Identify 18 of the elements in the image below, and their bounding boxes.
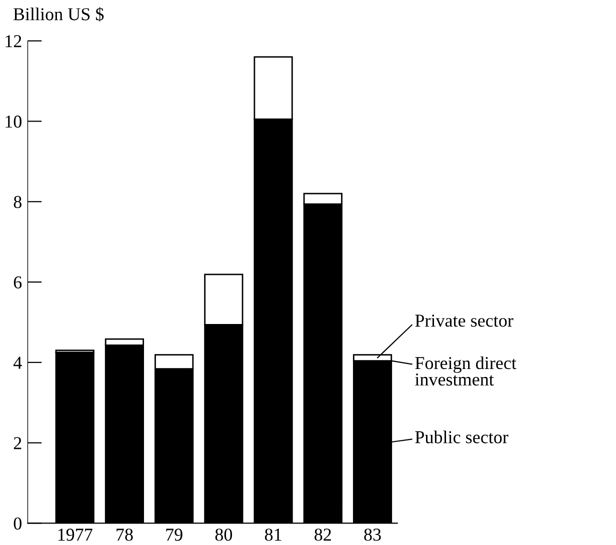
x-tick-label: 83 xyxy=(364,528,381,541)
x-tick-label: 82 xyxy=(314,528,331,541)
y-tick-label: 6 xyxy=(14,276,22,288)
annotation: Foreign direct investment xyxy=(415,356,516,386)
y-tick-label: 2 xyxy=(14,437,22,450)
legend-label: Public sector xyxy=(415,430,508,444)
y-tick-label: 12 xyxy=(6,35,22,48)
y-tick-label: 0 xyxy=(14,517,22,530)
text: Private sector xyxy=(415,314,514,327)
y-axis-title: Billion US $ xyxy=(13,7,104,22)
x-tick-label: 78 xyxy=(116,528,133,541)
y-tick-label: 4 xyxy=(13,356,22,369)
x-tick-label: 79 xyxy=(166,528,182,541)
y-tick-label: 10 xyxy=(6,116,22,128)
x-tick-label: 81 xyxy=(264,528,282,541)
x-tick-label: 1977 xyxy=(58,528,92,541)
y-tick-label: 8 xyxy=(14,196,22,208)
x-tick-label: 80 xyxy=(215,528,232,541)
